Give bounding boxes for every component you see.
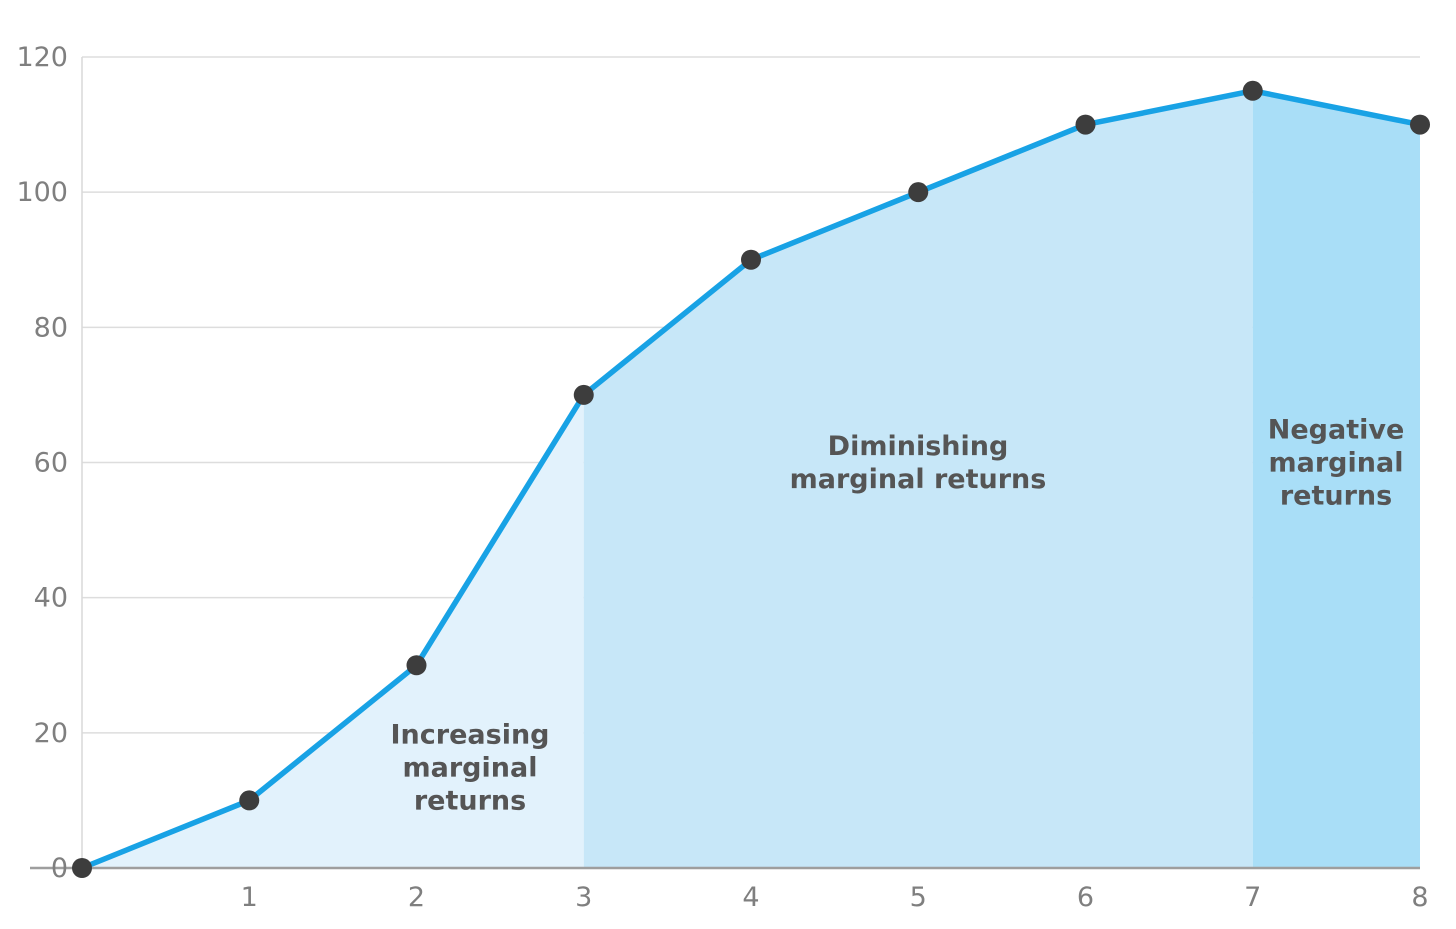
x-tick-label-4: 4 [742, 882, 759, 913]
data-point-8-110 [1410, 114, 1430, 135]
data-point-0-0 [72, 858, 92, 878]
region-area-2 [1252, 90, 1420, 868]
data-point-3-70 [573, 384, 594, 405]
y-tick-label-0: 0 [51, 853, 68, 884]
y-tick-label-100: 100 [16, 177, 68, 208]
y-tick-label-60: 60 [34, 448, 68, 479]
data-point-5-100 [908, 182, 929, 203]
data-point-2-30 [406, 655, 427, 676]
region-label-diminishing-marginal-returns: Diminishing marginal returns [789, 431, 1047, 495]
x-tick-label-6: 6 [1077, 882, 1094, 913]
region-area-0 [82, 394, 584, 868]
data-point-1-10 [239, 790, 260, 811]
region-area-1 [583, 90, 1253, 868]
x-tick-label-7: 7 [1244, 882, 1261, 913]
data-point-4-90 [741, 249, 761, 270]
x-tick-label-5: 5 [910, 882, 927, 913]
x-tick-label-2: 2 [408, 882, 425, 913]
y-tick-label-80: 80 [34, 312, 68, 343]
x-tick-label-1: 1 [241, 882, 258, 913]
y-tick-label-40: 40 [34, 583, 68, 614]
region-label-negative-marginal-returns: Negative marginal returns [1267, 414, 1405, 512]
data-point-6-110 [1075, 114, 1096, 135]
y-tick-label-120: 120 [16, 42, 68, 73]
x-tick-label-8: 8 [1411, 882, 1428, 913]
region-label-increasing-marginal-returns: Increasing marginal returns [390, 719, 550, 817]
x-tick-label-3: 3 [575, 882, 592, 913]
data-point-7-115 [1242, 80, 1263, 101]
y-tick-label-20: 20 [34, 718, 68, 749]
